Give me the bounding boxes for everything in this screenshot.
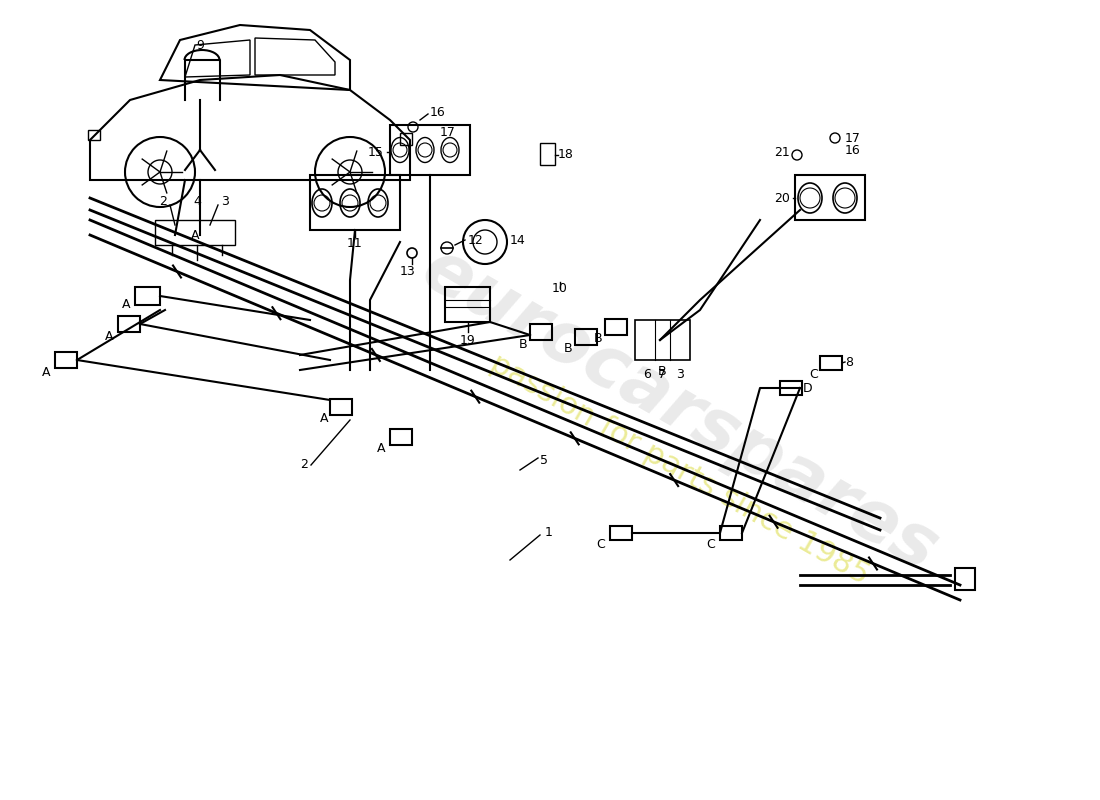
Bar	[446, 287, 490, 322]
Text: C: C	[706, 538, 715, 550]
Text: 4: 4	[194, 195, 201, 208]
Text: 17: 17	[845, 131, 861, 145]
Bar	[118, 316, 140, 332]
Text: 10: 10	[552, 282, 568, 295]
Text: 20: 20	[774, 191, 790, 205]
Text: B: B	[658, 365, 667, 378]
Bar	[720, 526, 742, 540]
Text: 19: 19	[460, 334, 476, 347]
Text: 11: 11	[348, 237, 363, 250]
Text: 3: 3	[676, 368, 684, 381]
Bar	[155, 220, 235, 245]
Text: 8: 8	[845, 355, 853, 369]
Text: 7: 7	[658, 368, 666, 381]
Text: 6: 6	[644, 368, 651, 381]
Text: 21: 21	[774, 146, 790, 158]
Text: 2: 2	[300, 458, 308, 471]
Text: D: D	[803, 382, 813, 394]
Bar	[390, 429, 412, 445]
Text: 1: 1	[544, 526, 553, 538]
Text: A: A	[42, 366, 50, 378]
Text: 15: 15	[368, 146, 384, 158]
Text: 14: 14	[510, 234, 526, 246]
Text: 16: 16	[430, 106, 446, 118]
Bar	[88, 130, 100, 140]
Text: 3: 3	[221, 195, 229, 208]
Text: 16: 16	[845, 143, 860, 157]
Text: B: B	[518, 338, 527, 350]
Text: 2: 2	[160, 195, 167, 208]
Text: 12: 12	[468, 234, 484, 246]
Text: eurocarspares: eurocarspares	[410, 234, 950, 586]
Text: B: B	[593, 333, 602, 346]
Bar	[635, 320, 690, 360]
Bar	[55, 352, 77, 368]
Bar	[330, 399, 352, 415]
Text: A: A	[104, 330, 113, 342]
Text: 13: 13	[400, 265, 416, 278]
Bar	[390, 125, 470, 175]
Bar	[820, 356, 842, 370]
Bar	[795, 175, 865, 220]
Text: 17: 17	[440, 126, 455, 138]
Bar	[530, 324, 552, 340]
Bar	[540, 143, 556, 165]
Text: C: C	[596, 538, 605, 550]
Bar	[135, 287, 160, 305]
Bar	[780, 381, 802, 395]
Bar	[605, 319, 627, 335]
Text: 9: 9	[196, 39, 204, 52]
Text: passion for parts since 1985: passion for parts since 1985	[485, 350, 874, 590]
Text: 18: 18	[558, 149, 574, 162]
Text: A: A	[376, 442, 385, 455]
Bar	[310, 175, 400, 230]
Text: B: B	[563, 342, 572, 355]
Bar	[400, 133, 412, 145]
Text: A: A	[319, 413, 328, 426]
Text: A: A	[121, 298, 130, 311]
Text: 5: 5	[540, 454, 548, 466]
Bar	[610, 526, 632, 540]
Bar	[955, 568, 975, 590]
Text: A: A	[190, 229, 199, 242]
Bar	[575, 329, 597, 345]
Text: C: C	[810, 367, 818, 381]
